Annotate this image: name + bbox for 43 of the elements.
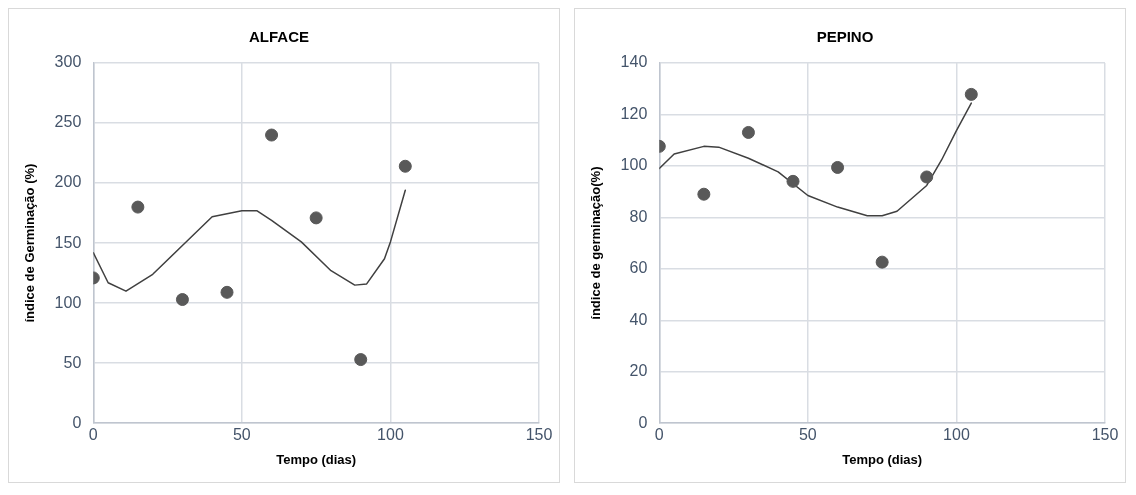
point [398, 159, 412, 173]
y-tick-label: 100 [54, 293, 82, 311]
chart-title: ALFACE [249, 28, 309, 46]
point [831, 160, 845, 174]
y-tick-label: 200 [54, 173, 82, 191]
y-tick-label: 0 [72, 413, 82, 431]
point [920, 170, 934, 184]
x-axis-title: Tempo (dias) [842, 451, 923, 467]
x-tick-label: 0 [88, 426, 98, 444]
x-tick-label: 100 [943, 426, 970, 444]
y-tick-label: 40 [629, 310, 648, 328]
point [309, 211, 323, 225]
y-tick-label: 100 [620, 156, 648, 174]
y-tick-label: 20 [629, 362, 648, 380]
point [697, 187, 711, 201]
y-tick-label: 80 [629, 207, 648, 225]
y-tick-label: 300 [54, 53, 82, 71]
point [265, 128, 279, 142]
x-tick-label: 150 [1091, 426, 1119, 444]
x-tick-label: 50 [798, 426, 817, 444]
y-tick-label: 0 [638, 413, 648, 431]
y-tick-label: 150 [54, 233, 82, 251]
y-axis-title: índice de germinação(%) [588, 166, 604, 320]
x-tick-label: 0 [654, 426, 664, 444]
point [875, 255, 889, 269]
y-axis-title: índice de Germinação (%) [22, 163, 38, 323]
y-tick-label: 250 [54, 113, 82, 131]
x-tick-label: 100 [377, 426, 404, 444]
x-axis-title: Tempo (dias) [276, 451, 357, 467]
y-tick-label: 50 [63, 353, 82, 371]
point [131, 200, 145, 214]
y-tick-label: 120 [620, 104, 648, 122]
y-tick-label: 140 [620, 53, 648, 71]
chart-title: PEPINO [816, 28, 874, 46]
y-tick-label: 60 [629, 259, 648, 277]
point [220, 285, 234, 299]
point [175, 293, 189, 307]
x-tick-label: 150 [525, 426, 553, 444]
point [741, 125, 755, 139]
point [786, 174, 800, 188]
point [964, 87, 978, 101]
point [354, 353, 368, 367]
x-tick-label: 50 [232, 426, 251, 444]
